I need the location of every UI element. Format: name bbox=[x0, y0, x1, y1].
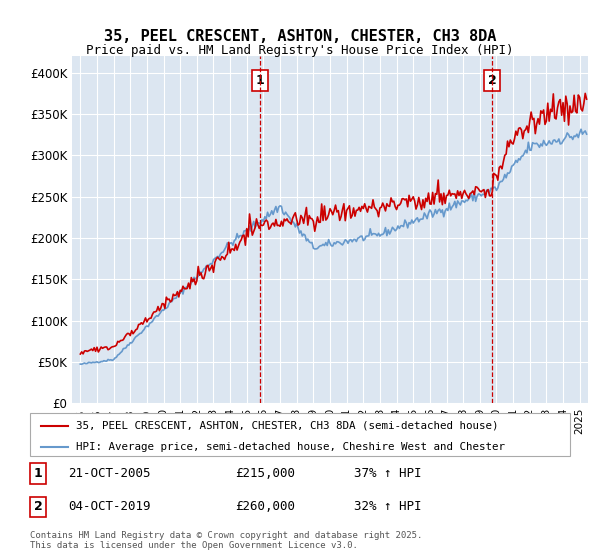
Text: 35, PEEL CRESCENT, ASHTON, CHESTER, CH3 8DA (semi-detached house): 35, PEEL CRESCENT, ASHTON, CHESTER, CH3 … bbox=[76, 421, 499, 431]
Text: 2: 2 bbox=[34, 500, 43, 514]
Text: 2: 2 bbox=[488, 74, 497, 87]
Text: 1: 1 bbox=[34, 467, 43, 480]
Text: £260,000: £260,000 bbox=[235, 500, 295, 514]
Text: HPI: Average price, semi-detached house, Cheshire West and Chester: HPI: Average price, semi-detached house,… bbox=[76, 442, 505, 452]
FancyBboxPatch shape bbox=[30, 413, 570, 456]
Text: Price paid vs. HM Land Registry's House Price Index (HPI): Price paid vs. HM Land Registry's House … bbox=[86, 44, 514, 57]
Text: 35, PEEL CRESCENT, ASHTON, CHESTER, CH3 8DA: 35, PEEL CRESCENT, ASHTON, CHESTER, CH3 … bbox=[104, 29, 496, 44]
Text: 21-OCT-2005: 21-OCT-2005 bbox=[68, 467, 151, 480]
Text: 37% ↑ HPI: 37% ↑ HPI bbox=[354, 467, 421, 480]
Text: Contains HM Land Registry data © Crown copyright and database right 2025.
This d: Contains HM Land Registry data © Crown c… bbox=[30, 530, 422, 550]
Text: 04-OCT-2019: 04-OCT-2019 bbox=[68, 500, 151, 514]
Text: 1: 1 bbox=[256, 74, 265, 87]
Text: £215,000: £215,000 bbox=[235, 467, 295, 480]
Text: 32% ↑ HPI: 32% ↑ HPI bbox=[354, 500, 421, 514]
